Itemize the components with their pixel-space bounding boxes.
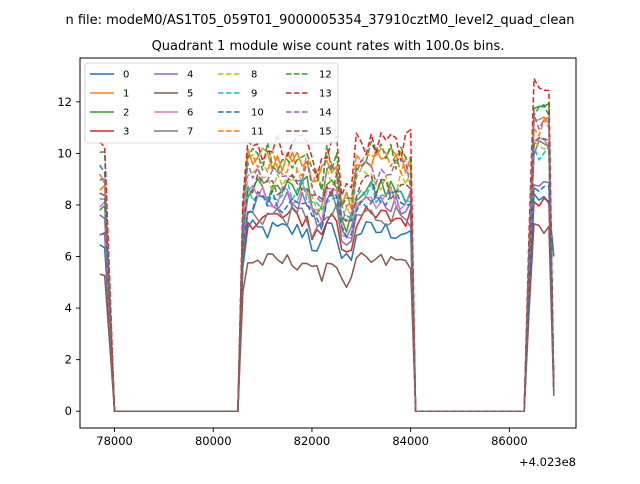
x-tick-label: 82000 <box>294 434 331 448</box>
legend-label-5: 5 <box>187 89 193 100</box>
axes-frame <box>79 57 577 429</box>
y-tick-label: 4 <box>65 301 72 315</box>
legend-label-11: 11 <box>251 127 264 138</box>
legend-label-6: 6 <box>187 108 193 119</box>
legend-label-0: 0 <box>123 70 129 81</box>
y-tick-label: 8 <box>65 198 72 212</box>
legend-label-8: 8 <box>251 70 257 81</box>
legend-label-7: 7 <box>187 127 193 138</box>
series-line-15 <box>99 136 555 412</box>
series-line-7 <box>99 139 555 412</box>
x-tick-label: 84000 <box>392 434 429 448</box>
series-line-3 <box>99 197 555 412</box>
series-line-0 <box>99 193 555 412</box>
series-line-8 <box>99 139 555 412</box>
legend-label-9: 9 <box>251 89 257 100</box>
chart-title: Quadrant 1 module wise count rates with … <box>152 39 505 54</box>
x-offset-label: +4.023e8 <box>519 455 576 469</box>
series-line-11 <box>99 119 555 412</box>
legend-label-15: 15 <box>319 127 332 138</box>
axis-ticks: 78000 80000 82000 84000 86000 0 2 4 6 8 10 12 <box>57 95 527 448</box>
legend-box <box>84 62 339 144</box>
series-line-6 <box>99 137 555 412</box>
y-tick-label: 6 <box>65 250 72 264</box>
y-tick-label: 10 <box>57 146 72 160</box>
legend-label-10: 10 <box>251 108 264 119</box>
series-line-12 <box>99 104 555 412</box>
series-line-4 <box>99 180 555 412</box>
series-line-10 <box>99 164 555 412</box>
y-tick-label: 2 <box>65 353 72 367</box>
chart-suptitle: n file: modeM0/AS1T05_059T01_9000005354_… <box>65 13 574 28</box>
legend-label-2: 2 <box>123 108 129 119</box>
x-tick-label: 80000 <box>195 434 232 448</box>
legend-label-3: 3 <box>123 127 129 138</box>
legend-label-14: 14 <box>319 108 332 119</box>
series-line-14 <box>99 113 555 412</box>
legend-label-1: 1 <box>123 89 129 100</box>
series-line-5 <box>99 222 555 412</box>
x-tick-label: 86000 <box>491 434 528 448</box>
legend-label-13: 13 <box>319 89 332 100</box>
legend-label-12: 12 <box>319 70 332 81</box>
y-tick-label: 0 <box>65 404 72 418</box>
legend-label-4: 4 <box>187 70 193 81</box>
x-tick-label: 78000 <box>96 434 133 448</box>
y-tick-label: 12 <box>57 95 72 109</box>
